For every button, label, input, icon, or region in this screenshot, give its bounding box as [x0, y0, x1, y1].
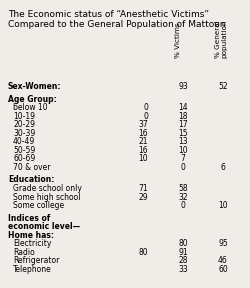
Text: 46: 46	[218, 256, 228, 265]
Text: Radio: Radio	[13, 248, 35, 257]
Text: Home has:: Home has:	[8, 231, 54, 240]
Text: 60-69: 60-69	[13, 154, 35, 163]
Text: 52: 52	[218, 82, 228, 91]
Text: 21: 21	[138, 137, 148, 146]
Text: Indices of: Indices of	[8, 214, 50, 223]
Text: 20-29: 20-29	[13, 120, 35, 129]
Text: 0: 0	[180, 201, 186, 210]
Text: Education:: Education:	[8, 175, 54, 185]
Text: 29: 29	[138, 192, 148, 202]
Text: 95: 95	[218, 239, 228, 248]
Text: Some high school: Some high school	[13, 192, 80, 202]
Text: 28: 28	[178, 256, 188, 265]
Text: 15: 15	[178, 129, 188, 138]
Text: 91: 91	[178, 248, 188, 257]
Text: 0: 0	[180, 163, 186, 172]
Text: The Economic status of “Anesthetic Victims”: The Economic status of “Anesthetic Victi…	[8, 10, 209, 19]
Text: % Victims: % Victims	[175, 22, 181, 58]
Text: Sex-Women:: Sex-Women:	[8, 82, 62, 91]
Text: 80: 80	[178, 239, 188, 248]
Text: 93: 93	[178, 82, 188, 91]
Text: Telephone: Telephone	[13, 265, 52, 274]
Text: 17: 17	[178, 120, 188, 129]
Text: 33: 33	[178, 265, 188, 274]
Text: 10: 10	[218, 201, 228, 210]
Text: 37: 37	[138, 120, 148, 129]
Text: 16: 16	[138, 129, 148, 138]
Text: 16: 16	[138, 146, 148, 155]
Text: 10: 10	[138, 154, 148, 163]
Text: 0: 0	[143, 112, 148, 121]
Text: 10: 10	[178, 146, 188, 155]
Text: 50-59: 50-59	[13, 146, 35, 155]
Text: 0: 0	[143, 103, 148, 112]
Text: 32: 32	[178, 192, 188, 202]
Text: below 10: below 10	[13, 103, 48, 112]
Text: 6: 6	[220, 163, 226, 172]
Text: economic level—: economic level—	[8, 222, 80, 231]
Text: 13: 13	[178, 137, 188, 146]
Text: Compared to the General Population of Mattoon: Compared to the General Population of Ma…	[8, 20, 226, 29]
Text: 14: 14	[178, 103, 188, 112]
Text: Electricity: Electricity	[13, 239, 52, 248]
Text: 60: 60	[218, 265, 228, 274]
Text: 18: 18	[178, 112, 188, 121]
Text: 7: 7	[180, 154, 186, 163]
Text: Refrigerator: Refrigerator	[13, 256, 60, 265]
Text: Some college: Some college	[13, 201, 64, 210]
Text: 30-39: 30-39	[13, 129, 35, 138]
Text: 40-49: 40-49	[13, 137, 35, 146]
Text: Age Group:: Age Group:	[8, 95, 57, 104]
Text: 71: 71	[138, 184, 148, 193]
Text: 58: 58	[178, 184, 188, 193]
Text: 10-19: 10-19	[13, 112, 35, 121]
Text: 70 & over: 70 & over	[13, 163, 51, 172]
Text: 80: 80	[138, 248, 148, 257]
Text: % General
population: % General population	[215, 20, 228, 58]
Text: Grade school only: Grade school only	[13, 184, 82, 193]
